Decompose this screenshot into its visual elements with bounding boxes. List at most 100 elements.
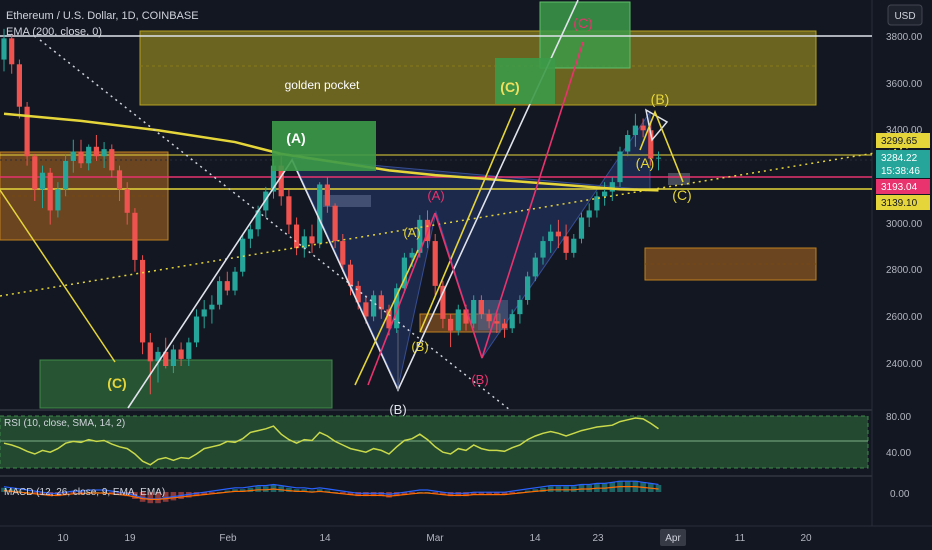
green-box-c[interactable] bbox=[495, 58, 555, 104]
candle-up[interactable] bbox=[632, 125, 638, 135]
candle-down[interactable] bbox=[463, 309, 469, 324]
candle-down[interactable] bbox=[478, 300, 484, 315]
candle-up[interactable] bbox=[39, 172, 46, 190]
rsi-legend[interactable]: RSI (10, close, SMA, 14, 2) bbox=[4, 418, 125, 429]
currency-button[interactable] bbox=[887, 4, 923, 26]
candle-up[interactable] bbox=[209, 304, 215, 310]
candle-down[interactable] bbox=[24, 106, 30, 157]
candle-down[interactable] bbox=[286, 196, 292, 225]
line-pink-c[interactable] bbox=[481, 41, 584, 359]
candle-up[interactable] bbox=[517, 300, 523, 315]
green-zone-top[interactable] bbox=[539, 1, 631, 69]
ema-legend[interactable]: EMA (200, close, 0) bbox=[6, 26, 102, 38]
candle-up[interactable] bbox=[455, 309, 461, 331]
candle-up[interactable] bbox=[55, 189, 61, 211]
candle-down[interactable] bbox=[140, 259, 146, 343]
candle-up[interactable] bbox=[217, 281, 223, 305]
candle-up[interactable] bbox=[317, 184, 323, 244]
trendline-dotted-white[interactable] bbox=[39, 39, 511, 411]
candle-down[interactable] bbox=[340, 241, 346, 265]
rsi-line[interactable] bbox=[3, 417, 659, 466]
macd-signal-line[interactable] bbox=[3, 486, 659, 500]
candle-up[interactable] bbox=[101, 149, 107, 157]
candle-down[interactable] bbox=[363, 302, 369, 317]
candle-up[interactable] bbox=[586, 210, 592, 218]
candle-down[interactable] bbox=[347, 264, 354, 286]
candle-up[interactable] bbox=[86, 146, 92, 164]
candle-up[interactable] bbox=[571, 238, 577, 253]
green-zone-bottom[interactable] bbox=[39, 359, 333, 409]
line-yellow-c-left[interactable] bbox=[0, 189, 116, 363]
candle-down[interactable] bbox=[132, 212, 138, 260]
candle-down[interactable] bbox=[648, 130, 654, 159]
line-pink-a[interactable] bbox=[367, 212, 436, 386]
candle-down[interactable] bbox=[163, 351, 169, 366]
candle-up[interactable] bbox=[63, 160, 69, 190]
candle-up[interactable] bbox=[525, 276, 531, 300]
candle-up[interactable] bbox=[617, 151, 623, 183]
candle-up[interactable] bbox=[201, 309, 207, 317]
candle-down[interactable] bbox=[93, 146, 99, 157]
candle-down[interactable] bbox=[47, 172, 53, 211]
green-box-a[interactable] bbox=[272, 121, 376, 171]
candle-up[interactable] bbox=[371, 295, 377, 317]
candle-up[interactable] bbox=[193, 316, 200, 343]
candle-down[interactable] bbox=[116, 170, 123, 190]
candle-up[interactable] bbox=[170, 349, 176, 367]
candle-down[interactable] bbox=[124, 189, 130, 213]
macd-legend[interactable]: MACD (12, 26, close, 9, EMA, EMA) bbox=[4, 487, 165, 498]
trendline-dotted-yellow[interactable] bbox=[0, 143, 931, 297]
candle-up[interactable] bbox=[270, 165, 277, 192]
candle-down[interactable] bbox=[448, 318, 454, 331]
candle-up[interactable] bbox=[594, 196, 600, 211]
candle-up[interactable] bbox=[394, 288, 400, 329]
wave-white-abc[interactable] bbox=[127, 0, 579, 409]
line-yellow-parallel-1[interactable] bbox=[354, 249, 419, 386]
candle-up[interactable] bbox=[609, 182, 615, 192]
candle-down[interactable] bbox=[109, 149, 115, 171]
candle-up[interactable] bbox=[509, 314, 515, 329]
candle-up[interactable] bbox=[70, 151, 76, 161]
candle-down[interactable] bbox=[9, 38, 15, 65]
candle-down[interactable] bbox=[486, 314, 492, 322]
golden-pocket-zone[interactable] bbox=[139, 30, 817, 106]
candle-down[interactable] bbox=[563, 236, 569, 253]
candle-down[interactable] bbox=[324, 184, 330, 206]
candle-up[interactable] bbox=[240, 238, 246, 272]
line-yellow-parallel-2[interactable] bbox=[419, 107, 516, 333]
candle-up[interactable] bbox=[155, 351, 161, 362]
candle-up[interactable] bbox=[255, 210, 261, 230]
candle-up[interactable] bbox=[540, 241, 546, 258]
candle-up[interactable] bbox=[401, 257, 407, 289]
candle-up[interactable] bbox=[625, 135, 631, 152]
candle-down[interactable] bbox=[440, 285, 446, 319]
candle-down[interactable] bbox=[16, 64, 22, 107]
candle-up[interactable] bbox=[655, 157, 662, 159]
candle-down[interactable] bbox=[78, 151, 84, 164]
candle-down[interactable] bbox=[332, 205, 338, 242]
candle-down[interactable] bbox=[494, 321, 500, 324]
candle-up[interactable] bbox=[417, 219, 423, 253]
candle-up[interactable] bbox=[602, 191, 608, 197]
candle-up[interactable] bbox=[232, 271, 238, 291]
candle-up[interactable] bbox=[532, 257, 538, 277]
candle-up[interactable] bbox=[409, 252, 415, 258]
candle-down[interactable] bbox=[555, 231, 561, 237]
candle-up[interactable] bbox=[578, 217, 585, 239]
candle-down[interactable] bbox=[386, 309, 392, 329]
candle-up[interactable] bbox=[247, 229, 253, 239]
time-axis[interactable]: 10 19 Feb 14 Mar 14 23 Apr 11 20 bbox=[57, 529, 812, 546]
candle-down[interactable] bbox=[178, 349, 184, 359]
candle-up[interactable] bbox=[471, 300, 477, 324]
candle-down[interactable] bbox=[432, 241, 438, 286]
candle-up[interactable] bbox=[186, 342, 192, 359]
price-axis[interactable]: 3800.00 3600.00 3400.00 3000.00 2800.00 … bbox=[886, 32, 923, 370]
candle-down[interactable] bbox=[640, 125, 646, 131]
candle-down[interactable] bbox=[224, 281, 230, 291]
candle-down[interactable] bbox=[501, 323, 508, 329]
macd-line[interactable] bbox=[3, 480, 659, 500]
candle-down[interactable] bbox=[378, 295, 384, 310]
candle-down[interactable] bbox=[278, 165, 284, 197]
wave-yellow-right[interactable] bbox=[639, 109, 684, 183]
